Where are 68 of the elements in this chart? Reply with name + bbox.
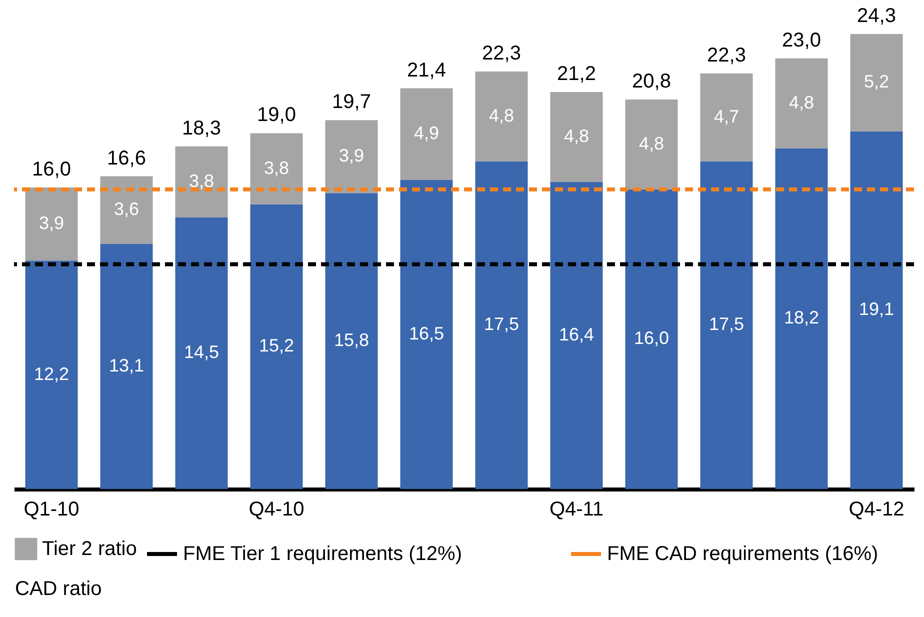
x-tick-label: Q4-10: [248, 498, 304, 520]
legend-label: FME Tier 1 requirements (12%): [183, 543, 462, 565]
data-label: 5,2: [864, 72, 890, 92]
legend-label: Tier 2 ratio: [42, 538, 137, 560]
data-label: 3,8: [188, 170, 214, 191]
x-tick-label: Q4-12: [848, 498, 904, 520]
bar: [250, 133, 303, 204]
data-label: 4,9: [414, 123, 440, 144]
bar: [250, 204, 303, 489]
bar: [700, 161, 753, 489]
data-label: 14,5: [184, 342, 220, 362]
data-label: 16,0: [634, 328, 670, 348]
bar: [175, 218, 228, 489]
total-label: 23,0: [782, 29, 821, 52]
total-label: 22,3: [482, 42, 521, 64]
total-label: 21,2: [557, 63, 596, 86]
data-label: 15,2: [258, 336, 294, 356]
legend-label: FME CAD requirements (16%): [607, 543, 878, 565]
total-label: 24,3: [857, 5, 896, 27]
data-label: 16,5: [408, 324, 444, 344]
total-label: 16,0: [32, 158, 71, 181]
total-label: 19,7: [332, 91, 371, 114]
bar: [325, 120, 378, 194]
data-label: 17,5: [484, 314, 520, 334]
bar: [100, 244, 153, 489]
text: CAD ratio: [15, 578, 102, 601]
data-label: 4,8: [788, 92, 814, 112]
bar: [550, 182, 603, 489]
data-label: 3,6: [114, 199, 140, 220]
bar: [625, 100, 678, 190]
bar: [700, 73, 753, 162]
bar: [25, 188, 78, 261]
data-label: 15,8: [334, 330, 370, 350]
bar: [775, 58, 828, 148]
total-label: 18,3: [182, 117, 221, 140]
bar: [850, 34, 903, 132]
data-label: 12,2: [34, 364, 70, 384]
data-label: 13,1: [108, 355, 144, 376]
bar: [550, 92, 603, 182]
data-label: 16,4: [558, 324, 594, 344]
data-label: 4,8: [638, 133, 664, 154]
bar: [175, 146, 228, 218]
data-label: 4,8: [488, 105, 514, 126]
data-label: 3,8: [264, 158, 290, 178]
bar: [625, 189, 678, 489]
bar: [100, 176, 153, 244]
data-label: 3,9: [38, 213, 64, 234]
bar: [325, 193, 378, 489]
data-label: 4,8: [564, 126, 590, 146]
bar: [850, 131, 903, 489]
total-label: 19,0: [257, 104, 296, 126]
data-label: 3,9: [338, 146, 364, 166]
bar: [775, 148, 828, 489]
data-label: 4,7: [714, 106, 740, 126]
total-label: 21,4: [407, 59, 446, 82]
bar: [475, 161, 528, 489]
bar: [400, 88, 453, 180]
data-label: 17,5: [708, 314, 744, 334]
x-tick-label: Q1-10: [24, 498, 80, 520]
bar: [475, 71, 528, 162]
total-label: 20,8: [632, 70, 671, 93]
bar: [25, 260, 78, 489]
data-label: 18,2: [784, 308, 820, 328]
data-label: 19,1: [858, 299, 894, 320]
bar: [400, 180, 453, 489]
total-label: 16,6: [107, 147, 146, 170]
total-label: 22,3: [707, 44, 746, 66]
x-tick-label: Q4-11: [549, 498, 604, 520]
